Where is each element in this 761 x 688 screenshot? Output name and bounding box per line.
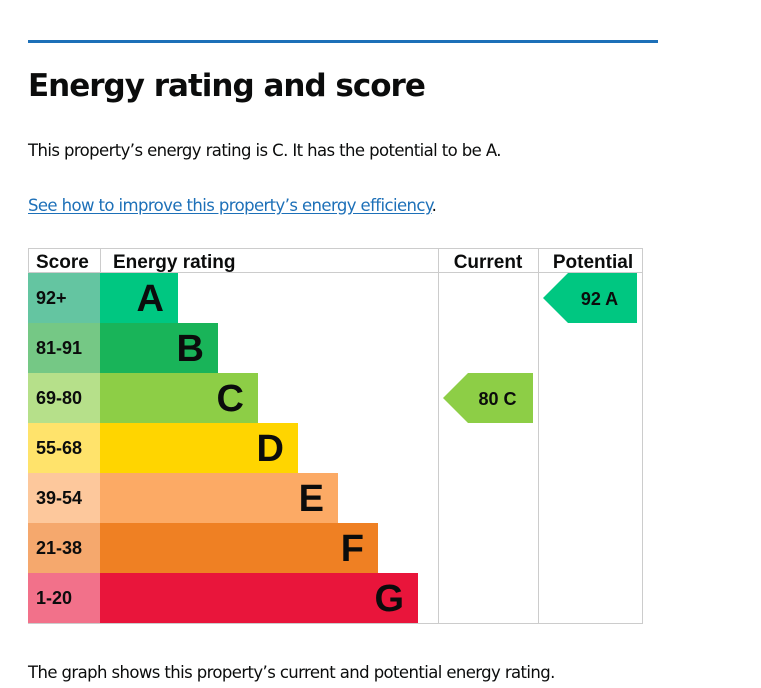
rating-arrows: 80 C 92 A — [443, 273, 637, 423]
band-bar-f — [100, 523, 378, 573]
header-energy-rating: Energy rating — [113, 252, 235, 273]
score-range-d: 55-68 — [36, 438, 82, 458]
improve-link-line: See how to improve this property’s energ… — [28, 196, 437, 215]
band-bar-b — [100, 323, 218, 373]
chart-headers: Score Energy rating Current Potential — [36, 252, 633, 273]
score-cell-f — [28, 523, 100, 573]
band-bar-g — [100, 573, 418, 623]
score-cell-c — [28, 373, 100, 423]
band-row-b: 81-91 B — [28, 323, 218, 373]
score-cell-b — [28, 323, 100, 373]
band-letter-f: F — [341, 528, 364, 570]
score-cell-e — [28, 473, 100, 523]
band-row-a: 92+ A — [28, 273, 178, 323]
header-current: Current — [454, 252, 523, 273]
score-cell-g — [28, 573, 100, 623]
band-bar-a — [100, 273, 178, 323]
potential-rating-arrow-label: 92 A — [581, 289, 618, 309]
band-row-c: 69-80 C — [28, 373, 258, 423]
rating-bands: 92+ A 81-91 B 69-80 C 55-68 D 39-54 E 21-38 F 1-20 G — [28, 273, 418, 623]
band-letter-c: C — [217, 378, 244, 420]
header-potential: Potential — [553, 252, 633, 273]
rating-summary: This property’s energy rating is C. It h… — [28, 141, 501, 160]
current-rating-arrow-label: 80 C — [478, 389, 516, 409]
band-letter-b: B — [177, 328, 204, 370]
band-letter-d: D — [257, 428, 284, 470]
current-rating-arrow-shape — [443, 373, 533, 423]
score-cell-d — [28, 423, 100, 473]
score-range-c: 69-80 — [36, 388, 82, 408]
band-row-e: 39-54 E — [28, 473, 338, 523]
band-row-f: 21-38 F — [28, 523, 378, 573]
band-row-g: 1-20 G — [28, 573, 418, 623]
band-row-d: 55-68 D — [28, 423, 298, 473]
score-range-a: 92+ — [36, 288, 67, 308]
page-title: Energy rating and score — [28, 68, 426, 104]
band-bar-d — [100, 423, 298, 473]
band-letter-g: G — [374, 578, 404, 620]
link-suffix: . — [431, 196, 437, 215]
improve-efficiency-link[interactable]: See how to improve this property’s energ… — [28, 196, 432, 215]
band-letter-e: E — [299, 478, 324, 520]
score-range-b: 81-91 — [36, 338, 82, 358]
chart-footnote: The graph shows this property’s current … — [28, 663, 555, 682]
current-rating-arrow: 80 C — [443, 373, 533, 423]
section-rule — [28, 40, 658, 43]
potential-rating-arrow-shape — [543, 273, 637, 323]
band-bar-c — [100, 373, 258, 423]
band-letter-a: A — [137, 278, 164, 320]
score-range-f: 21-38 — [36, 538, 82, 558]
potential-rating-arrow: 92 A — [543, 273, 637, 323]
score-range-e: 39-54 — [36, 488, 82, 508]
score-cell-a — [28, 273, 100, 323]
header-score: Score — [36, 252, 89, 273]
score-range-g: 1-20 — [36, 588, 72, 608]
band-bar-e — [100, 473, 338, 523]
